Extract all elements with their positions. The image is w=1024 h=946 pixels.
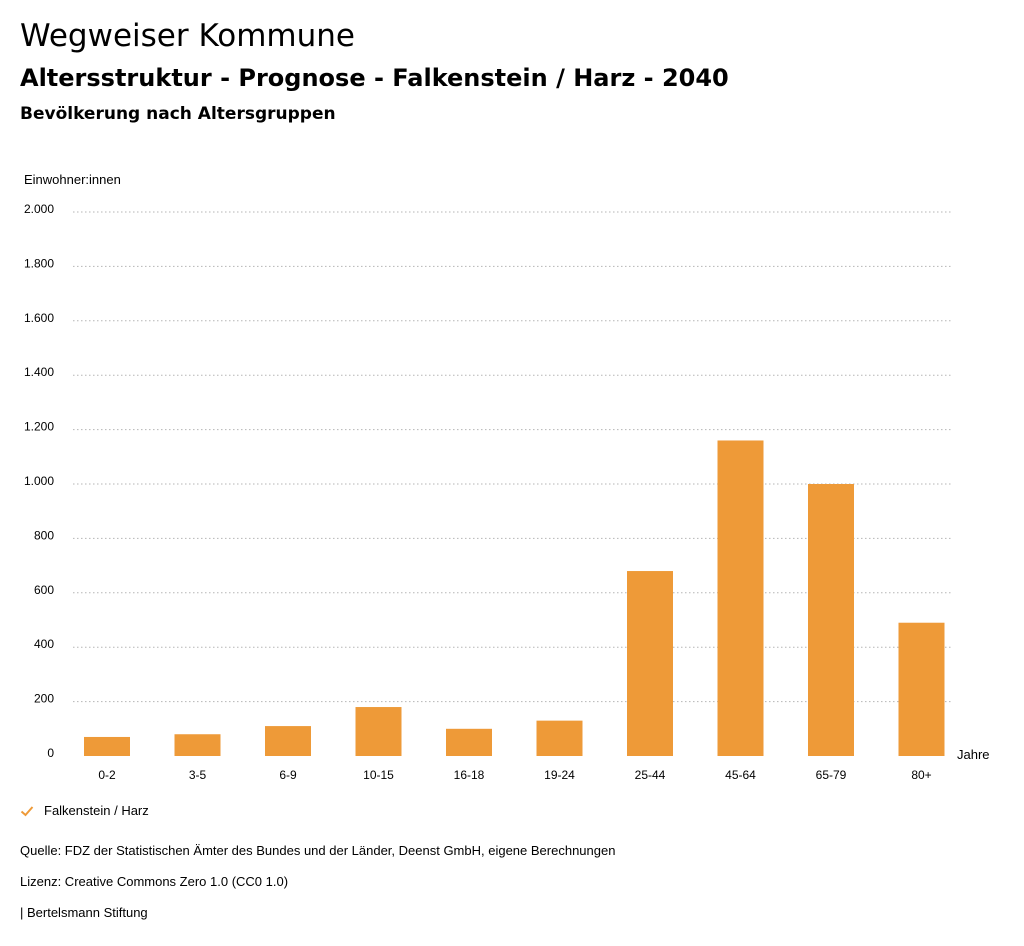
y-tick-label: 800 [34,528,54,542]
page-title: Wegweiser Kommune [20,18,355,54]
x-tick-label: 6-9 [279,768,297,782]
y-tick-label: 1.000 [24,474,54,488]
bar-6-9[interactable] [265,726,311,756]
x-axis-ticks: 0-2 3-5 6-9 10-15 16-18 19-24 25-44 45-64 65-79 8… [98,768,931,782]
x-tick-label: 16-18 [454,768,485,782]
bar-65-79[interactable] [808,484,854,756]
chart-title: Bevölkerung nach Altersgruppen [20,104,336,124]
y-tick-label: 1.200 [24,420,54,434]
bar-45-64[interactable] [717,440,764,756]
y-tick-label: 2.000 [24,202,54,216]
x-tick-label: 3-5 [189,768,207,782]
bar-10-15[interactable] [355,707,402,756]
publisher-text: | Bertelsmann Stiftung [20,905,148,920]
x-tick-label: 65-79 [816,768,847,782]
gridlines [73,211,953,703]
bar-chart: Einwohner:innen Jahre 0 200 400 600 800 1.000… [24,172,990,782]
y-tick-label: 1.800 [24,256,54,270]
legend[interactable]: Falkenstein / Harz [20,803,149,818]
source-text: Quelle: FDZ der Statistischen Ämter des … [20,843,616,858]
x-tick-label: 10-15 [363,768,394,782]
check-icon[interactable] [20,804,34,818]
x-tick-label: 80+ [911,768,931,782]
x-tick-label: 19-24 [544,768,575,782]
y-tick-label: 1.600 [24,311,54,325]
bar-0-2[interactable] [84,736,130,756]
y-tick-label: 200 [34,692,54,706]
y-tick-label: 0 [47,746,54,760]
legend-label: Falkenstein / Harz [44,803,149,818]
bar-25-44[interactable] [627,571,673,756]
bar-19-24[interactable] [536,720,583,756]
y-tick-label: 1.400 [24,365,54,379]
x-tick-label: 45-64 [725,768,756,782]
y-axis-title: Einwohner:innen [24,172,121,187]
x-tick-label: 0-2 [98,768,116,782]
x-tick-label: 25-44 [635,768,666,782]
x-axis-title: Jahre [957,747,990,762]
y-tick-label: 400 [34,637,54,651]
bar-80+[interactable] [898,622,945,756]
bars[interactable] [84,440,945,756]
chart-subtitle: Altersstruktur - Prognose - Falkenstein … [20,64,729,92]
y-tick-label: 600 [34,583,54,597]
bar-16-18[interactable] [446,728,492,756]
y-axis-ticks: 0 200 400 600 800 1.000 1.200 1.400 1.600 1.800 2.… [24,202,54,760]
bar-3-5[interactable] [174,734,221,756]
license-text: Lizenz: Creative Commons Zero 1.0 (CC0 1… [20,874,289,889]
